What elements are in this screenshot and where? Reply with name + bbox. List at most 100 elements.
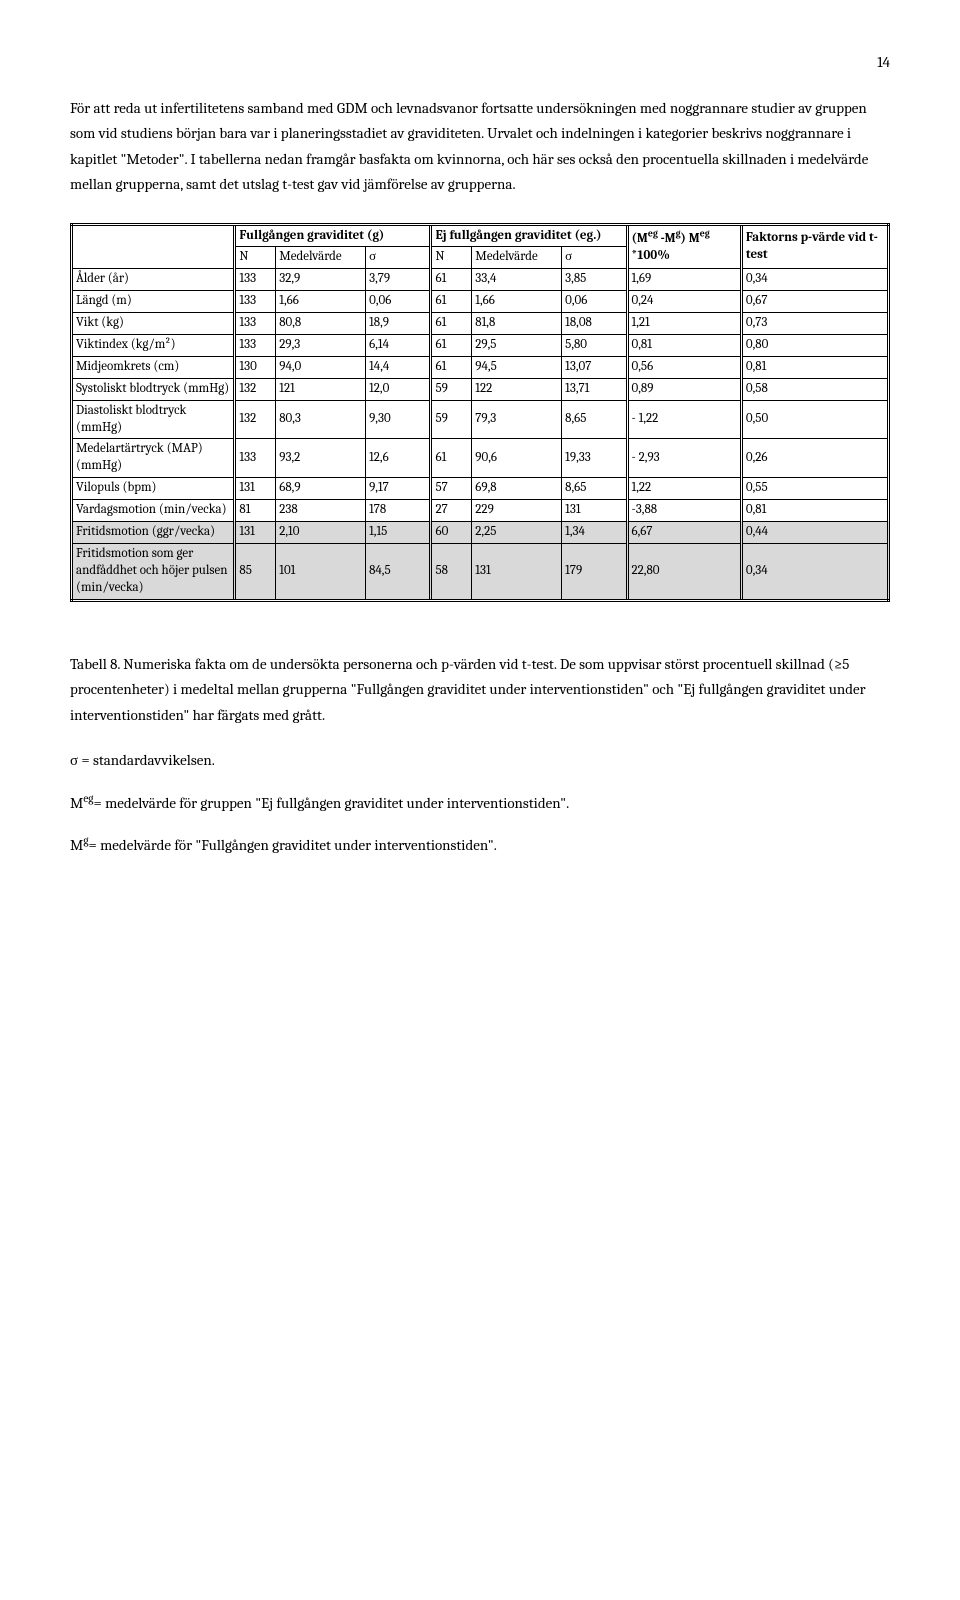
header-diff: (Meg -Mg) Meg *100% (627, 224, 741, 269)
cell-m1: 80,3 (276, 400, 366, 439)
cell-diff: 0,24 (627, 291, 741, 313)
header-blank (72, 224, 235, 269)
cell-s1: 6,14 (366, 334, 431, 356)
cell-s2: 3,85 (562, 269, 627, 291)
header-sigma1: σ (366, 247, 431, 269)
intro-paragraph: För att reda ut infertilitetens samband … (70, 96, 890, 198)
cell-p: 0,34 (741, 543, 888, 600)
cell-n1: 85 (235, 543, 276, 600)
cell-p: 0,50 (741, 400, 888, 439)
cell-s1: 14,4 (366, 356, 431, 378)
cell-n2: 27 (431, 500, 472, 522)
row-label: Fritidsmotion som ger andfåddhet och höj… (72, 543, 235, 600)
cell-s1: 9,30 (366, 400, 431, 439)
cell-diff: -3,88 (627, 500, 741, 522)
cell-s2: 0,06 (562, 291, 627, 313)
cell-n2: 61 (431, 334, 472, 356)
cell-n2: 61 (431, 313, 472, 335)
cell-n2: 61 (431, 291, 472, 313)
cell-m1: 2,10 (276, 521, 366, 543)
cell-n2: 61 (431, 269, 472, 291)
cell-s2: 19,33 (562, 439, 627, 478)
cell-m2: 69,8 (472, 478, 562, 500)
row-label: Vardagsmotion (min/vecka) (72, 500, 235, 522)
cell-p: 0,55 (741, 478, 888, 500)
cell-s1: 1,15 (366, 521, 431, 543)
cell-n2: 59 (431, 378, 472, 400)
table-caption: Tabell 8. Numeriska fakta om de undersök… (70, 652, 890, 729)
legend-sigma: σ = standardavvikelsen. (70, 748, 890, 774)
cell-diff: - 2,93 (627, 439, 741, 478)
cell-n1: 133 (235, 334, 276, 356)
cell-diff: 0,81 (627, 334, 741, 356)
cell-m1: 94,0 (276, 356, 366, 378)
row-label: Medelartärtryck (MAP) (mmHg) (72, 439, 235, 478)
header-factor: Faktorns p-värde vid t-test (741, 224, 888, 269)
cell-n1: 133 (235, 439, 276, 478)
legend-meg: Meg= medelvärde för gruppen "Ej fullgång… (70, 789, 890, 817)
cell-n1: 132 (235, 378, 276, 400)
cell-n2: 61 (431, 439, 472, 478)
cell-diff: 0,89 (627, 378, 741, 400)
cell-diff: 0,56 (627, 356, 741, 378)
cell-diff: 1,21 (627, 313, 741, 335)
row-label: Längd (m) (72, 291, 235, 313)
cell-diff: 1,22 (627, 478, 741, 500)
cell-m1: 121 (276, 378, 366, 400)
cell-m2: 81,8 (472, 313, 562, 335)
cell-p: 0,34 (741, 269, 888, 291)
cell-s1: 0,06 (366, 291, 431, 313)
page-number: 14 (70, 50, 890, 76)
cell-s1: 12,6 (366, 439, 431, 478)
cell-n1: 130 (235, 356, 276, 378)
cell-m1: 68,9 (276, 478, 366, 500)
cell-m1: 1,66 (276, 291, 366, 313)
cell-s2: 131 (562, 500, 627, 522)
cell-m2: 90,6 (472, 439, 562, 478)
cell-p: 0,81 (741, 356, 888, 378)
cell-p: 0,81 (741, 500, 888, 522)
cell-m1: 32,9 (276, 269, 366, 291)
cell-s2: 1,34 (562, 521, 627, 543)
header-sigma2: σ (562, 247, 627, 269)
row-label: Systoliskt blodtryck (mmHg) (72, 378, 235, 400)
row-label: Vikt (kg) (72, 313, 235, 335)
cell-n2: 60 (431, 521, 472, 543)
cell-m1: 93,2 (276, 439, 366, 478)
cell-m2: 94,5 (472, 356, 562, 378)
cell-p: 0,73 (741, 313, 888, 335)
cell-n1: 132 (235, 400, 276, 439)
cell-p: 0,44 (741, 521, 888, 543)
cell-s2: 5,80 (562, 334, 627, 356)
cell-m1: 29,3 (276, 334, 366, 356)
cell-s1: 12,0 (366, 378, 431, 400)
cell-m2: 229 (472, 500, 562, 522)
cell-p: 0,67 (741, 291, 888, 313)
cell-s2: 8,65 (562, 400, 627, 439)
cell-p: 0,26 (741, 439, 888, 478)
cell-m2: 1,66 (472, 291, 562, 313)
cell-n2: 57 (431, 478, 472, 500)
cell-m2: 2,25 (472, 521, 562, 543)
cell-n2: 59 (431, 400, 472, 439)
row-label: Diastoliskt blodtryck (mmHg) (72, 400, 235, 439)
cell-n1: 81 (235, 500, 276, 522)
cell-m1: 238 (276, 500, 366, 522)
cell-diff: - 1,22 (627, 400, 741, 439)
cell-s2: 18,08 (562, 313, 627, 335)
row-label: Viktindex (kg/m²) (72, 334, 235, 356)
header-group1: Fullgången graviditet (g) (235, 224, 431, 247)
cell-n1: 133 (235, 291, 276, 313)
cell-s2: 8,65 (562, 478, 627, 500)
row-label: Ålder (år) (72, 269, 235, 291)
row-label: Fritidsmotion (ggr/vecka) (72, 521, 235, 543)
cell-s2: 179 (562, 543, 627, 600)
cell-s1: 84,5 (366, 543, 431, 600)
cell-diff: 6,67 (627, 521, 741, 543)
row-label: Vilopuls (bpm) (72, 478, 235, 500)
cell-m2: 29,5 (472, 334, 562, 356)
cell-diff: 1,69 (627, 269, 741, 291)
cell-n1: 133 (235, 313, 276, 335)
cell-s2: 13,07 (562, 356, 627, 378)
cell-n2: 58 (431, 543, 472, 600)
